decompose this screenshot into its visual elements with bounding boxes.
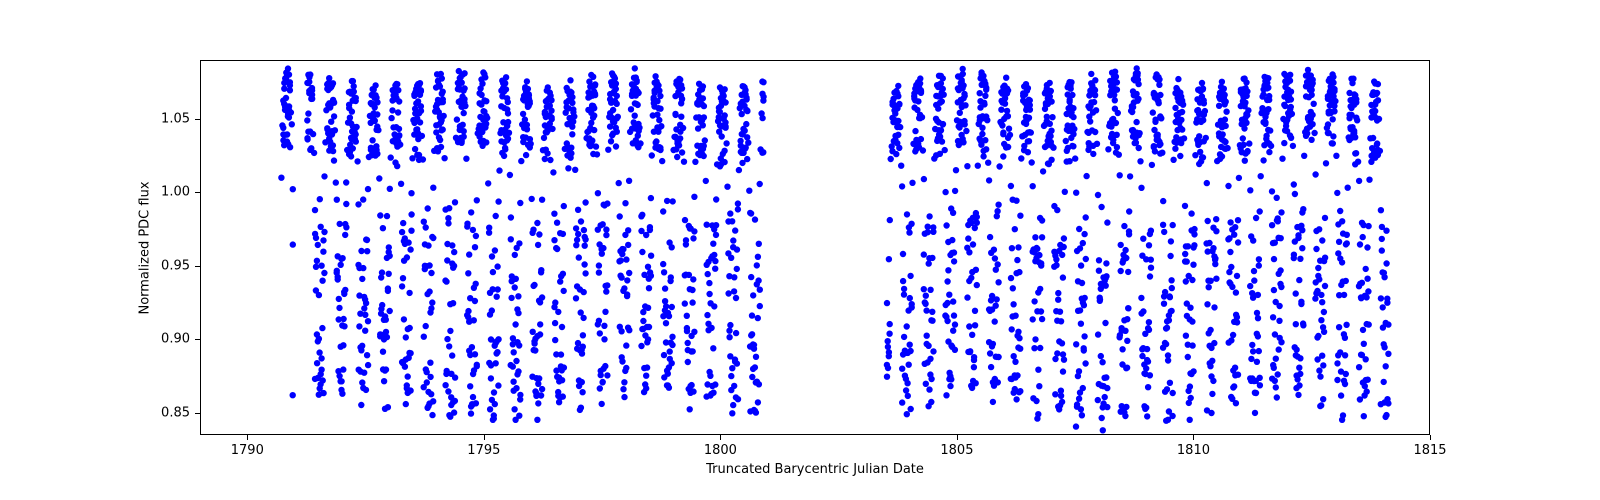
x-tick-label: 1810 — [1177, 443, 1210, 458]
y-tick-label: 0.95 — [161, 258, 190, 273]
y-tick-mark — [195, 339, 200, 340]
y-tick-mark — [195, 192, 200, 193]
x-tick-label: 1790 — [231, 443, 264, 458]
y-tick-label: 1.05 — [161, 111, 190, 126]
x-tick-mark — [484, 435, 485, 440]
x-tick-label: 1805 — [940, 443, 973, 458]
y-tick-mark — [195, 413, 200, 414]
x-tick-mark — [1430, 435, 1431, 440]
x-tick-mark — [247, 435, 248, 440]
x-tick-mark — [957, 435, 958, 440]
y-tick-label: 0.85 — [161, 405, 190, 420]
x-tick-mark — [1193, 435, 1194, 440]
y-tick-mark — [195, 266, 200, 267]
figure: 1790 1795 1800 1805 1810 1815 0.85 0.90 0.95 1.0… — [0, 0, 1600, 500]
scatter-plot — [201, 61, 1431, 436]
y-tick-mark — [195, 119, 200, 120]
x-axis-label: Truncated Barycentric Julian Date — [706, 462, 924, 477]
y-axis-label: Normalized PDC flux — [138, 181, 153, 314]
plot-axes — [200, 60, 1430, 435]
x-tick-label: 1795 — [467, 443, 500, 458]
y-tick-label: 1.00 — [161, 185, 190, 200]
x-tick-label: 1800 — [704, 443, 737, 458]
x-tick-label: 1815 — [1413, 443, 1446, 458]
y-tick-label: 0.90 — [161, 332, 190, 347]
x-tick-mark — [720, 435, 721, 440]
